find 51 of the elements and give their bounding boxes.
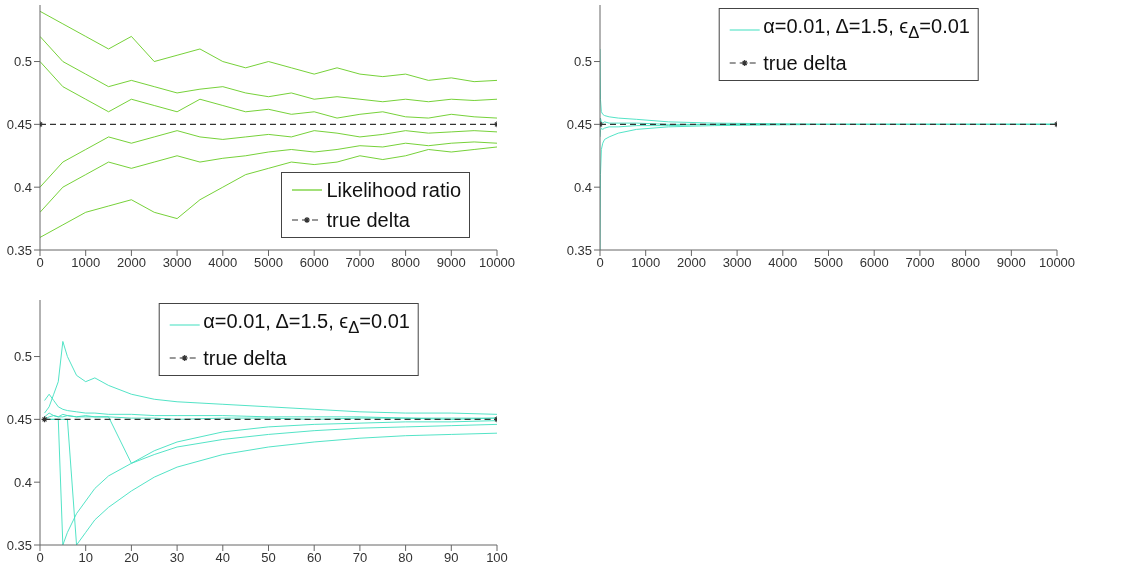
legend-label: α=0.01, Δ=1.5, ϵ$_{Δ}$=0.01 [763, 14, 970, 44]
x-tick-label: 70 [352, 550, 368, 566]
y-tick-label: 0.35 [566, 242, 592, 258]
x-tick-label: 9000 [436, 255, 466, 271]
x-tick-label: 9000 [996, 255, 1026, 271]
y-tick-label: 0.35 [6, 537, 32, 553]
x-tick-label: 2000 [676, 255, 706, 271]
x-tick-label: 50 [261, 550, 276, 566]
legend-label: true delta [326, 208, 410, 233]
x-tick-label: 5000 [254, 255, 283, 271]
x-tick-label: 40 [215, 550, 231, 566]
x-tick-label: 0 [36, 550, 44, 566]
x-tick-label: 8000 [951, 255, 981, 271]
x-tick-label: 4000 [768, 255, 798, 271]
y-tick-label: 0.45 [566, 116, 592, 132]
x-tick-label: 10000 [1038, 255, 1076, 271]
x-tick-label: 3000 [162, 255, 192, 271]
x-tick-label: 3000 [722, 255, 752, 271]
x-tick-label: 6000 [859, 255, 889, 271]
y-tick-label: 0.4 [13, 474, 32, 490]
y-tick-label: 0.35 [6, 242, 32, 258]
y-tick-label: 0.45 [6, 116, 32, 132]
x-tick-label: 0 [36, 255, 44, 271]
x-tick-label: 7000 [345, 255, 375, 271]
x-tick-label: 20 [124, 550, 139, 566]
x-tick-label: 30 [169, 550, 185, 566]
x-tick-label: 80 [398, 550, 413, 566]
legend-label: true delta [203, 346, 287, 371]
legend-label: Likelihood ratio [326, 178, 461, 203]
x-tick-label: 5000 [814, 255, 843, 271]
y-tick-label: 0.4 [13, 179, 32, 195]
x-tick-label: 4000 [208, 255, 238, 271]
x-tick-label: 90 [444, 550, 459, 566]
x-tick-label: 1000 [631, 255, 661, 271]
x-tick-label: 2000 [116, 255, 146, 271]
y-tick-label: 0.45 [6, 411, 32, 427]
x-tick-label: 10000 [478, 255, 516, 271]
y-tick-label: 0.5 [13, 54, 32, 70]
x-tick-label: 60 [306, 550, 322, 566]
x-tick-label: 8000 [391, 255, 421, 271]
legend-label: true delta [763, 51, 847, 76]
x-tick-label: 1000 [71, 255, 101, 271]
legend-label: α=0.01, Δ=1.5, ϵ$_{Δ}$=0.01 [203, 309, 410, 339]
y-tick-label: 0.4 [573, 179, 592, 195]
x-tick-label: 10 [78, 550, 93, 566]
x-tick-label: 6000 [299, 255, 329, 271]
y-tick-label: 0.5 [13, 349, 32, 365]
x-tick-label: 100 [486, 550, 508, 566]
x-tick-label: 7000 [905, 255, 935, 271]
x-tick-label: 0 [596, 255, 604, 271]
y-tick-label: 0.5 [573, 54, 592, 70]
